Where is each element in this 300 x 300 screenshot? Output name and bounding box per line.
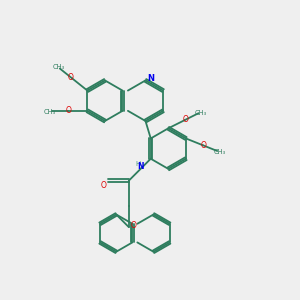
Text: O: O — [101, 181, 107, 190]
Text: O: O — [183, 115, 188, 124]
Text: O: O — [201, 141, 207, 150]
Text: CH₃: CH₃ — [195, 110, 207, 116]
Text: N: N — [137, 162, 144, 171]
Text: O: O — [68, 73, 74, 82]
Text: H: H — [135, 161, 140, 167]
Text: CH₃: CH₃ — [52, 64, 64, 70]
Text: CH₃: CH₃ — [214, 149, 226, 155]
Text: O: O — [131, 221, 137, 230]
Text: CH₃: CH₃ — [44, 109, 56, 115]
Text: O: O — [66, 106, 72, 115]
Text: N: N — [147, 74, 154, 83]
